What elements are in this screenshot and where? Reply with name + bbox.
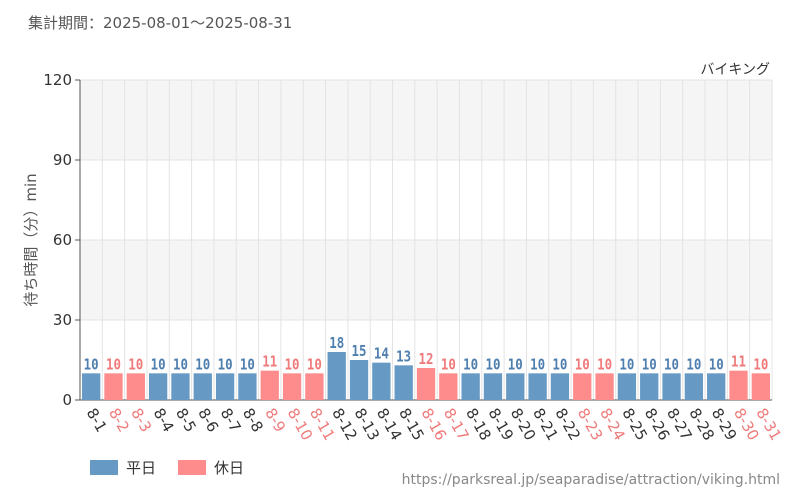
bar-value-label: 10 xyxy=(530,355,545,373)
bar-value-label: 10 xyxy=(597,355,612,373)
bar-value-label: 10 xyxy=(218,355,233,373)
bar-value-label: 13 xyxy=(396,347,411,365)
bar xyxy=(416,368,436,400)
bar xyxy=(461,373,480,400)
bar-value-label: 10 xyxy=(173,355,188,373)
collection-period: 集計期間：2025-08-01～2025-08-31 xyxy=(28,14,293,32)
bar xyxy=(126,373,145,400)
y-tick-label: 30 xyxy=(53,311,72,329)
bar xyxy=(394,365,413,400)
bar xyxy=(640,373,659,400)
bar-value-label: 10 xyxy=(709,355,724,373)
bar xyxy=(439,373,458,400)
plot-band xyxy=(80,160,772,240)
bar xyxy=(349,360,369,400)
legend-holiday: 休日 xyxy=(178,457,244,478)
bar xyxy=(238,373,257,400)
bar-value-label: 10 xyxy=(106,355,121,373)
bar-value-label: 10 xyxy=(485,355,500,373)
bar xyxy=(327,352,346,400)
bar-value-label: 10 xyxy=(552,355,567,373)
bar xyxy=(82,373,101,400)
x-tick-label: 8-5 xyxy=(172,405,200,435)
bar-value-label: 10 xyxy=(285,355,300,373)
plot-band xyxy=(80,240,772,320)
bar-value-label: 10 xyxy=(463,355,478,373)
bar xyxy=(282,373,302,400)
bar xyxy=(595,373,614,400)
bar xyxy=(751,373,770,400)
legend-weekday: 平日 xyxy=(90,457,156,478)
bar xyxy=(506,373,525,400)
bar-value-label: 10 xyxy=(686,355,701,373)
y-tick-label: 60 xyxy=(53,231,72,249)
legend: 平日 休日 xyxy=(90,457,244,478)
bar xyxy=(483,373,503,400)
x-tick-label: 8-1 xyxy=(83,405,111,435)
bar xyxy=(372,362,391,400)
bar-value-label: 10 xyxy=(151,355,166,373)
x-tick-label: 8-8 xyxy=(239,405,267,435)
bar-value-label: 10 xyxy=(307,355,322,373)
bar-value-label: 10 xyxy=(441,355,456,373)
legend-holiday-label: 休日 xyxy=(214,459,245,477)
source-url: https://parksreal.jp/seaparadise/attract… xyxy=(401,472,780,488)
y-tick-label: 90 xyxy=(53,151,72,169)
bar-value-label: 12 xyxy=(419,350,434,368)
y-axis-label: 待ち時間（分）min xyxy=(22,173,40,306)
y-tick-label: 0 xyxy=(62,391,72,409)
x-tick-label: 8-6 xyxy=(194,405,222,435)
chart-title: バイキング xyxy=(700,62,770,78)
legend-weekday-label: 平日 xyxy=(126,459,157,477)
bar xyxy=(550,373,570,400)
bar xyxy=(684,373,704,400)
x-tick-label: 8-2 xyxy=(105,405,133,435)
bar xyxy=(171,373,190,400)
bar-value-label: 10 xyxy=(195,355,210,373)
x-tick-label: 8-4 xyxy=(150,405,178,435)
bar-value-label: 15 xyxy=(352,342,367,360)
bar xyxy=(104,373,123,400)
bar-value-label: 10 xyxy=(619,355,634,373)
bar xyxy=(707,373,726,400)
x-tick-label: 8-3 xyxy=(127,405,155,435)
bar xyxy=(617,373,637,400)
bar xyxy=(528,373,547,400)
bar xyxy=(305,373,324,400)
bar-value-label: 18 xyxy=(329,334,344,352)
bar-value-label: 10 xyxy=(240,355,255,373)
legend-holiday-swatch xyxy=(178,460,207,475)
bar-value-label: 10 xyxy=(84,355,99,373)
y-tick-label: 120 xyxy=(43,71,72,89)
bar-value-label: 14 xyxy=(374,345,389,363)
bar-value-label: 10 xyxy=(128,355,143,373)
bar xyxy=(662,373,681,400)
bar-value-label: 10 xyxy=(575,355,590,373)
bar-value-label: 10 xyxy=(753,355,768,373)
bar-value-label: 11 xyxy=(731,353,746,371)
bar xyxy=(260,370,279,400)
bar-value-label: 10 xyxy=(508,355,523,373)
bar xyxy=(148,373,168,400)
bar-value-label: 10 xyxy=(664,355,679,373)
bar-value-label: 10 xyxy=(642,355,657,373)
bar xyxy=(215,373,235,400)
bar-value-label: 11 xyxy=(262,353,277,371)
x-tick-label: 8-9 xyxy=(261,405,289,435)
x-tick-label: 8-7 xyxy=(217,405,245,435)
bar xyxy=(729,370,748,400)
plot-band xyxy=(80,80,772,160)
bar xyxy=(573,373,592,400)
bar xyxy=(193,373,212,400)
legend-weekday-swatch xyxy=(90,460,118,475)
